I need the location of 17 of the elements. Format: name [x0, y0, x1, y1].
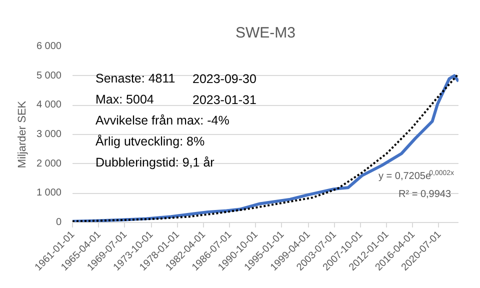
annotation: Årlig utveckling: 8% [96, 134, 205, 148]
chart-title: SWE-M3 [236, 24, 296, 42]
y-tick-label: 3 000 [36, 129, 62, 140]
y-tick-label: 1 000 [36, 188, 62, 199]
y-tick-label: 2 000 [36, 158, 62, 170]
annotation: Senaste: 4811 [96, 72, 176, 86]
y-tick-label: 5 000 [36, 70, 62, 82]
y-tick-label: 4 000 [36, 100, 62, 111]
annotation: Avvikelse från max: -4% [96, 114, 230, 128]
y-tick-label: 0 [56, 217, 62, 228]
annotation: R² = 0,9943 [398, 189, 452, 200]
y-tick-label: 6 000 [36, 41, 62, 52]
y-axis-title: Miljarder SEK [16, 100, 28, 168]
annotation: Dubbleringstid: 9,1 år [96, 156, 214, 170]
annotation: 2023-01-31 [192, 93, 256, 107]
annotation: 2023-09-30 [192, 72, 256, 86]
annotation: Max: 5004 [96, 92, 154, 106]
